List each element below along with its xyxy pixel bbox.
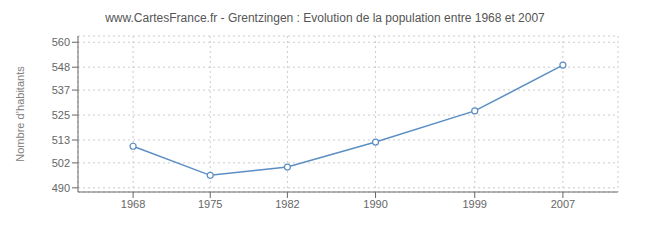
- svg-text:1982: 1982: [275, 198, 299, 210]
- svg-text:2007: 2007: [551, 198, 575, 210]
- html-text:www.CartesFrance.fr - Grentzin: www.CartesFrance.fr - Grentzingen : Evol…: [105, 11, 545, 25]
- svg-text:537: 537: [52, 84, 70, 96]
- svg-text:1975: 1975: [198, 198, 222, 210]
- svg-text:560: 560: [52, 36, 70, 48]
- svg-text:1999: 1999: [462, 198, 486, 210]
- svg-text:490: 490: [52, 182, 70, 194]
- svg-text:513: 513: [52, 134, 70, 146]
- svg-text:1990: 1990: [363, 198, 387, 210]
- svg-text:548: 548: [52, 61, 70, 73]
- svg-text:502: 502: [52, 157, 70, 169]
- svg-text:Nombre d’habitants: Nombre d’habitants: [14, 66, 26, 162]
- svg-text:525: 525: [52, 109, 70, 121]
- svg-text:1968: 1968: [121, 198, 145, 210]
